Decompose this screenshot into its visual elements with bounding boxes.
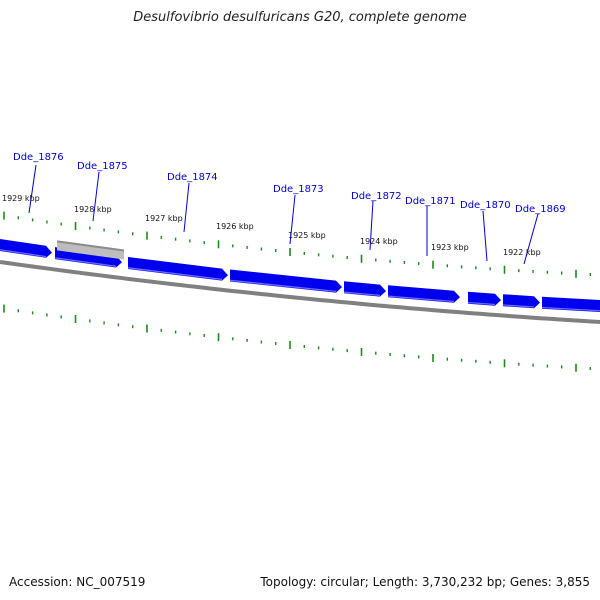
- gene-arrow-shading: [54, 257, 117, 267]
- tick-label-1928: 1928 kbp: [74, 205, 112, 214]
- tick-label-1927: 1927 kbp: [145, 214, 183, 223]
- tick-label-1924: 1924 kbp: [360, 237, 398, 246]
- tick-label-1923: 1923 kbp: [431, 243, 469, 252]
- gene-label-dde-1869[interactable]: Dde_1869: [515, 204, 566, 215]
- gene-leader-line: [92, 171, 100, 222]
- gene-leader-line: [28, 164, 37, 214]
- tick-label-1925: 1925 kbp: [288, 231, 326, 240]
- gene-arrow-shading: [502, 304, 535, 308]
- genome-backbone: [0, 260, 600, 324]
- gene-arrow[interactable]: [468, 291, 501, 306]
- gene-arrow-shading: [387, 295, 455, 303]
- gene-arrow-shading: [0, 249, 47, 258]
- tick-label-1926: 1926 kbp: [216, 222, 254, 231]
- accession-text: Accession: NC_007519: [9, 575, 146, 589]
- gene-arrow-shading: [467, 301, 496, 306]
- selected-gene-feature[interactable]: [57, 240, 124, 260]
- gene-leader-line: [369, 200, 374, 251]
- tick-label-1929: 1929 kbp: [2, 194, 40, 203]
- genome-title: Desulfovibrio desulfuricans G20, complet…: [133, 10, 467, 25]
- tick-label-1922: 1922 kbp: [503, 248, 541, 257]
- gene-arrow[interactable]: [230, 269, 342, 293]
- gene-label-dde-1873[interactable]: Dde_1873: [273, 184, 324, 195]
- gene-label-dde-1870[interactable]: Dde_1870: [460, 200, 511, 211]
- gene-label-dde-1875[interactable]: Dde_1875: [77, 161, 128, 172]
- gene-leader-line: [183, 182, 190, 233]
- gene-arrow-shading: [343, 291, 381, 297]
- gene-leader-line: [289, 194, 296, 245]
- gene-leader-line: [523, 213, 539, 265]
- gene-label-group: Dde_1876 Dde_1875 Dde_1874 Dde_1873 Dde_…: [13, 152, 566, 265]
- tick-label-group: 1929 kbp 1928 kbp 1927 kbp 1926 kbp 1925…: [2, 194, 541, 257]
- gene-label-dde-1876[interactable]: Dde_1876: [13, 152, 64, 163]
- selected-gene-edge: [56, 240, 125, 252]
- genome-summary-text: Topology: circular; Length: 3,730,232 bp…: [260, 575, 590, 589]
- lower-tick-track: [3, 304, 591, 372]
- gene-arrow-shading: [541, 306, 600, 312]
- gene-leader-line: [482, 210, 488, 262]
- gene-track: [0, 238, 600, 312]
- gene-label-dde-1871[interactable]: Dde_1871: [405, 196, 456, 207]
- gene-arrow-shading: [127, 267, 223, 281]
- gene-arrow-shading: [229, 279, 337, 293]
- gene-arrow[interactable]: [503, 294, 540, 309]
- gene-label-dde-1874[interactable]: Dde_1874: [167, 172, 218, 183]
- upper-tick-track: [3, 211, 591, 278]
- gene-label-dde-1872[interactable]: Dde_1872: [351, 191, 402, 202]
- gene-arrow[interactable]: [0, 238, 52, 258]
- gene-arrow[interactable]: [128, 257, 228, 281]
- gene-arrow[interactable]: [388, 285, 460, 303]
